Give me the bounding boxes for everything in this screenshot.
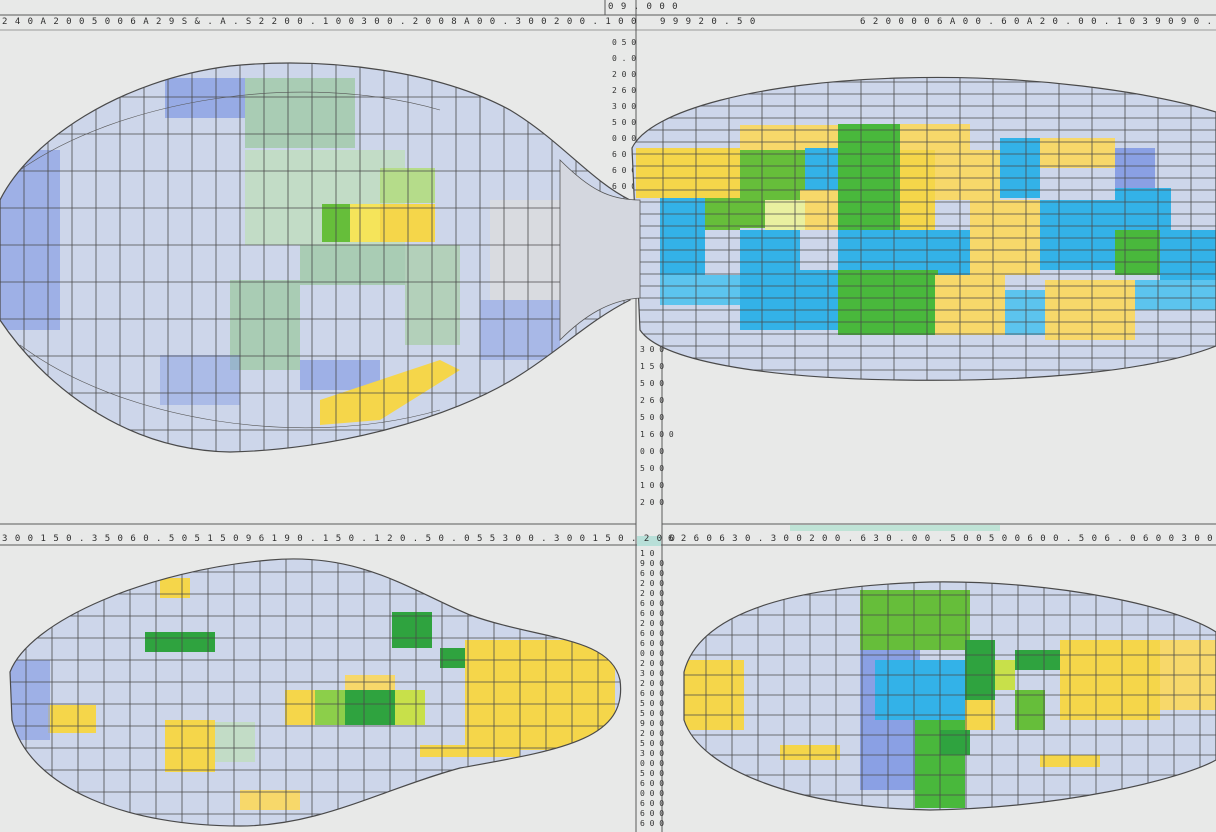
vertical-ruler-label: 9 0 0	[640, 719, 664, 728]
ruler-top-left: 2 4 0 A 2 0 0 5 0 0 6 A 2 9 S & . A . S …	[2, 17, 637, 27]
vertical-ruler-label: 2 0 0	[640, 579, 664, 588]
vertical-ruler-label: 6 0 0	[640, 569, 664, 578]
vertical-ruler-label: 5 0 0	[640, 464, 664, 473]
vertical-ruler-label: 3 0 0	[640, 749, 664, 758]
vertical-ruler-label: 1 5 0	[640, 362, 664, 371]
vertical-ruler-label: 3 0 0	[640, 345, 664, 354]
vertical-ruler-label: 5 0 0	[640, 413, 664, 422]
vertical-ruler-label: 6 0 0	[640, 779, 664, 788]
ruler-top-far-right: 9 9 9 2 0 . 5 0	[660, 17, 756, 27]
vertical-ruler-label: 2 0 0	[640, 729, 664, 738]
vertical-ruler-label: 5 0 0	[640, 699, 664, 708]
vertical-ruler-label: 2 0 0	[640, 619, 664, 628]
vertical-ruler-label: 2 0 0	[640, 589, 664, 598]
vertical-ruler-label: 5 0 0	[640, 769, 664, 778]
mesh-neck	[559, 159, 641, 341]
vertical-ruler-label: 3 0 0	[612, 102, 636, 111]
vertical-ruler-label: 5 0 0	[640, 739, 664, 748]
vertical-ruler-label: 2 0 0	[640, 498, 664, 507]
vertical-ruler-bottom: 1 09 0 06 0 02 0 02 0 06 0 06 0 02 0 06 …	[640, 549, 664, 828]
vertical-ruler-label: 1 6 0 0	[640, 430, 674, 439]
mesh-shape-bottom-left	[9, 558, 622, 827]
vertical-ruler-top: 0 5 0 0 . 0 2 0 0 2 6 0 3 0 0 5 0 0 0 0 0 6 0 0…	[612, 38, 636, 191]
vertical-ruler-label: 0 0 0	[612, 134, 636, 143]
vertical-ruler-label: 6 0 0	[612, 166, 636, 175]
ruler-middle-left: 3 0 0 1 5 0 . 3 5 0 6 0 . 5 0 5 1 5 0 9 …	[2, 534, 676, 544]
vertical-ruler-label: 0 0 0	[640, 789, 664, 798]
scroll-highlight	[790, 525, 1000, 531]
mesh-shape-top-left	[0, 62, 631, 453]
vertical-ruler-label: 0 0 0	[640, 649, 664, 658]
vertical-ruler-label: 2 6 0	[612, 86, 636, 95]
vertical-ruler-label: 5 0 0	[640, 379, 664, 388]
vertical-ruler-label: 6 0 0	[640, 599, 664, 608]
vertical-ruler-label: 2 0 0	[640, 659, 664, 668]
vertical-ruler-label: 2 0 0	[640, 679, 664, 688]
vertical-ruler-label: 6 0 0	[640, 629, 664, 638]
vertical-ruler-label: 6 0 0	[640, 819, 664, 828]
scroll-highlight-left	[637, 536, 661, 546]
mesh-shape-bottom-right	[683, 581, 1216, 811]
vertical-ruler-label: 2 6 0	[640, 396, 664, 405]
vertical-ruler-label: 1 0 0	[640, 481, 664, 490]
vertical-ruler-label: 6 0 0	[640, 809, 664, 818]
ruler-top-mid: 0 9 . 0 0 0	[608, 2, 679, 12]
ruler-top-right: 6 2 0 0 0 0 6 A 0 0 . 6 0 A 2 0 . 0 0 . …	[860, 17, 1216, 27]
vertical-ruler-label: 1 0	[640, 549, 655, 558]
vertical-ruler-label: 6 0 0	[612, 150, 636, 159]
vertical-ruler-label: 5 0 0	[640, 709, 664, 718]
vertical-ruler-label: 2 0 0	[612, 70, 636, 79]
vertical-ruler-label: 0 . 0	[612, 54, 636, 63]
vertical-ruler-label: 6 0 0	[640, 609, 664, 618]
vertical-ruler-label: 0 0 0	[640, 759, 664, 768]
mesh-shape-top-right	[631, 76, 1216, 381]
vertical-ruler-label: 3 0 0	[640, 669, 664, 678]
vertical-ruler-label: 9 0 0	[640, 559, 664, 568]
ruler-middle-right: 6 2 6 0 6 3 0 . 3 0 0 2 0 0 . 6 3 0 . 0 …	[668, 534, 1216, 544]
vertical-ruler-label: 0 0 0	[640, 447, 664, 456]
vertical-ruler-middle: 3 0 0 1 5 0 5 0 0 2 6 0 5 0 0 1 6 0 0 0 0 0 5 0…	[640, 345, 674, 507]
vertical-ruler-label: 6 0 0	[640, 799, 664, 808]
vertical-ruler-label: 6 0 0	[612, 182, 636, 191]
vertical-ruler-label: 5 0 0	[612, 118, 636, 127]
vertical-ruler-label: 0 5 0	[612, 38, 636, 47]
vertical-ruler-label: 6 0 0	[640, 689, 664, 698]
vertical-ruler-label: 6 0 0	[640, 639, 664, 648]
